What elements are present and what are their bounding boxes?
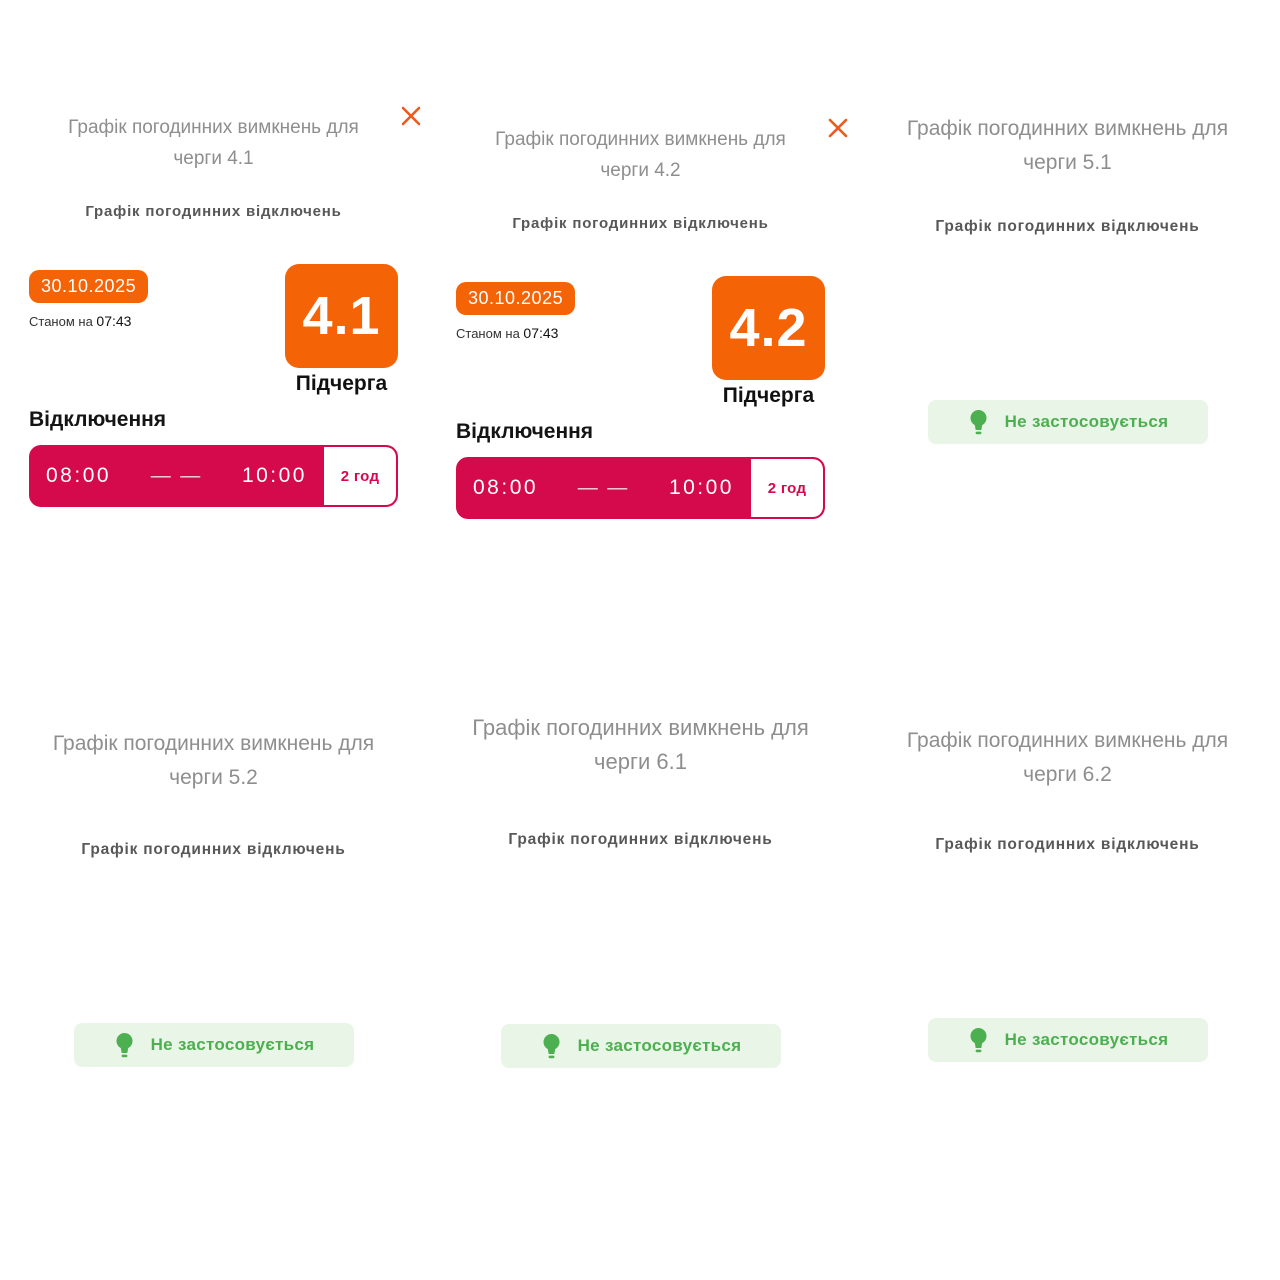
panel-title-line2: черги 4.1 <box>173 148 254 169</box>
panel-title-line1: Графік погодинних вимкнень для <box>68 117 359 138</box>
outage-duration-chip: 2 год <box>749 459 823 517</box>
status-badge-row: Не застосовується <box>0 1023 427 1067</box>
panel-title-line1: Графік погодинних вимкнень для <box>906 117 1229 140</box>
status-text: Не застосовується <box>1004 412 1169 431</box>
panel-queue-5-2: Графік погодинних вимкнень для черги 5.2… <box>0 727 427 1067</box>
queue-number-badge: 4.1 <box>285 264 398 368</box>
as-of-time: 07:43 <box>96 313 132 329</box>
schedule-subtitle: Графік погодинних відключень <box>935 218 1200 235</box>
panel-title: Графік погодинних вимкнень для черги 6.2 <box>854 724 1280 792</box>
not-applicable-badge: Не застосовується <box>500 1024 781 1068</box>
outages-heading: Відключення <box>29 408 167 431</box>
outage-start-time: 08:00 <box>46 464 112 487</box>
close-icon <box>401 106 421 126</box>
panel-queue-6-2: Графік погодинних вимкнень для черги 6.2… <box>854 724 1280 1062</box>
close-icon <box>828 118 848 138</box>
status-badge-row: Не застосовується <box>854 400 1280 444</box>
panel-title: Графік погодинних вимкнень для черги 5.1 <box>854 112 1280 180</box>
panel-title: Графік погодинних вимкнень для черги 4.2 <box>427 124 854 186</box>
status-badge-row: Не застосовується <box>854 1018 1280 1062</box>
panel-queue-4-2: Графік погодинних вимкнень для черги 4.2… <box>427 118 854 519</box>
outages-heading: Відключення <box>456 420 594 443</box>
as-of-label: Станом на <box>29 314 93 329</box>
as-of-label: Станом на <box>456 326 520 341</box>
panel-title: Графік погодинних вимкнень для черги 5.2 <box>0 727 427 795</box>
panel-queue-5-1: Графік погодинних вимкнень для черги 5.1… <box>854 112 1280 444</box>
close-button[interactable] <box>824 114 852 142</box>
outage-interval-fill: 08:00 — — 10:00 <box>31 447 322 505</box>
outage-start-time: 08:00 <box>473 476 539 499</box>
lightbulb-icon <box>970 1027 987 1052</box>
schedule-subtitle: Графік погодинних відключень <box>512 215 769 232</box>
panel-title-line1: Графік погодинних вимкнень для <box>472 715 809 740</box>
close-button[interactable] <box>397 102 425 130</box>
date-badge: 30.10.2025 <box>456 282 576 315</box>
queue-badge-label: Підчерга <box>295 372 388 395</box>
schedule-subtitle: Графік погодинних відключень <box>935 836 1200 853</box>
status-text: Не застосовується <box>1004 1030 1169 1049</box>
panel-title: Графік погодинних вимкнень для черги 4.1 <box>0 112 427 174</box>
panel-queue-4-1: Графік погодинних вимкнень для черги 4.1… <box>0 106 427 507</box>
panel-title-line2: черги 6.2 <box>1023 763 1112 786</box>
outage-separator: — — <box>150 464 203 487</box>
panel-title-line1: Графік погодинних вимкнень для <box>906 729 1229 752</box>
outage-end-time: 10:00 <box>668 476 734 499</box>
as-of-text: Станом на 07:43 <box>29 313 131 329</box>
status-text: Не застосовується <box>150 1035 315 1054</box>
schedule-subtitle: Графік погодинних відключень <box>85 203 342 220</box>
panel-title: Графік погодинних вимкнень для черги 6.1 <box>427 711 854 779</box>
outage-separator: — — <box>577 476 630 499</box>
date-column: 30.10.2025 Станом на 07:43 <box>456 276 576 341</box>
queue-number-badge: 4.2 <box>712 276 825 380</box>
panel-title-line1: Графік погодинних вимкнень для <box>495 129 786 150</box>
panel-title-line2: черги 4.2 <box>600 160 681 181</box>
queue-column: 4.2 Підчерга <box>712 276 825 408</box>
not-applicable-badge: Не застосовується <box>927 400 1208 444</box>
lightbulb-icon <box>970 409 987 434</box>
schedule-subtitle: Графік погодинних відключень <box>81 841 346 858</box>
as-of-time: 07:43 <box>523 325 559 341</box>
status-badge-row: Не застосовується <box>427 1024 854 1068</box>
outage-end-time: 10:00 <box>241 464 307 487</box>
schedule-info-row: 30.10.2025 Станом на 07:43 4.2 Підчерга <box>427 276 854 408</box>
outage-duration-chip: 2 год <box>322 447 396 505</box>
panel-title-line1: Графік погодинних вимкнень для <box>52 732 375 755</box>
panel-title-line2: черги 5.2 <box>169 766 258 789</box>
outage-interval-bar: 08:00 — — 10:00 2 год <box>456 457 825 519</box>
outage-interval-bar: 08:00 — — 10:00 2 год <box>29 445 398 507</box>
not-applicable-badge: Не застосовується <box>927 1018 1208 1062</box>
panel-title-line2: черги 6.1 <box>594 749 687 774</box>
panel-queue-6-1: Графік погодинних вимкнень для черги 6.1… <box>427 711 854 1068</box>
schedule-subtitle: Графік погодинних відключень <box>508 831 773 848</box>
date-badge: 30.10.2025 <box>29 270 149 303</box>
lightbulb-icon <box>543 1033 560 1058</box>
panel-title-line2: черги 5.1 <box>1023 151 1112 174</box>
outage-interval-fill: 08:00 — — 10:00 <box>458 459 749 517</box>
schedule-info-row: 30.10.2025 Станом на 07:43 4.1 Підчерга <box>0 264 427 396</box>
status-text: Не застосовується <box>577 1036 742 1055</box>
date-column: 30.10.2025 Станом на 07:43 <box>29 264 149 329</box>
as-of-text: Станом на 07:43 <box>456 325 558 341</box>
lightbulb-icon <box>116 1032 133 1057</box>
queue-badge-label: Підчерга <box>722 384 815 407</box>
queue-column: 4.1 Підчерга <box>285 264 398 396</box>
not-applicable-badge: Не застосовується <box>73 1023 354 1067</box>
